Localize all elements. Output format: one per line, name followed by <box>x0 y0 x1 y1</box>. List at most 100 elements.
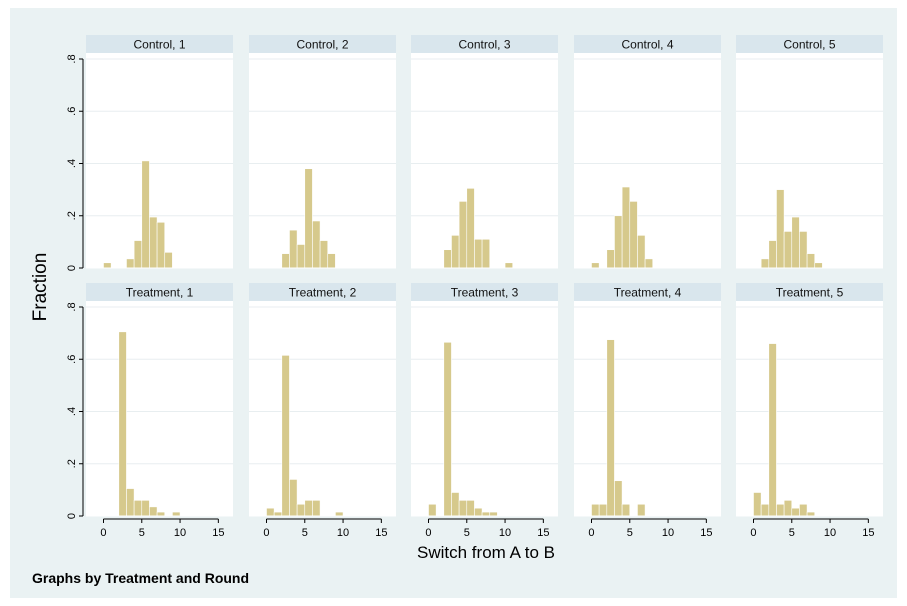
x-tick-label: 15 <box>862 527 874 539</box>
histogram-bar <box>443 341 452 517</box>
histogram-bar <box>428 503 437 517</box>
histogram-bar <box>753 492 762 517</box>
x-tick-label: 5 <box>627 527 633 539</box>
histogram-bar <box>304 500 313 517</box>
histogram-bar <box>266 507 275 517</box>
histogram-bar <box>614 480 623 517</box>
x-tick-label: 15 <box>375 527 387 539</box>
histogram-bar <box>474 507 483 517</box>
panel-title: Control, 1 <box>133 38 185 52</box>
histogram-bar <box>481 238 491 269</box>
histogram-bar <box>133 500 143 517</box>
histogram-bar <box>156 221 166 269</box>
panel-header <box>249 283 396 301</box>
x-tick-label: 0 <box>750 527 756 539</box>
histogram-bar <box>791 216 800 269</box>
histogram-bar <box>141 500 150 517</box>
plot-area <box>736 301 883 516</box>
histogram-bar <box>799 231 808 269</box>
panel: Control, 1 0 .2 .4 .6 .8 <box>66 35 233 271</box>
histogram-bar <box>327 253 336 269</box>
panel: Treatment, 4 0 5 10 15 <box>574 283 721 539</box>
histogram-bar <box>768 240 777 269</box>
histogram-bar <box>606 249 615 269</box>
panels: Control, 1 0 .2 .4 .6 .8 Control, 2 Control, 3 C… <box>66 35 883 539</box>
histogram-bar <box>637 235 646 269</box>
panel: Control, 4 <box>574 35 721 269</box>
panel: Control, 2 <box>249 35 396 269</box>
panel: Treatment, 3 0 5 10 15 <box>411 283 558 539</box>
plot-area <box>86 301 233 516</box>
panel: Treatment, 2 0 5 10 15 <box>249 283 396 539</box>
y-tick-label: .6 <box>66 355 78 364</box>
histogram-bar <box>629 201 638 269</box>
x-tick-label: 10 <box>824 527 836 539</box>
x-tick-label: 10 <box>174 527 186 539</box>
histogram-bar <box>289 229 298 269</box>
y-tick-label: .4 <box>66 407 78 416</box>
histogram-bar <box>156 511 166 517</box>
histogram-bar <box>489 511 498 517</box>
histogram-bar <box>281 355 290 517</box>
histogram-bar <box>799 503 808 517</box>
histogram-bar <box>296 244 306 269</box>
histogram-bar <box>149 506 158 517</box>
panel: Control, 3 <box>411 35 558 269</box>
histogram-bar <box>126 488 135 517</box>
histogram-bar <box>621 503 631 517</box>
histogram-bar <box>141 160 150 269</box>
y-axis-label: Fraction <box>30 253 51 322</box>
histogram-bar <box>776 503 785 517</box>
histogram-bar <box>474 238 483 269</box>
y-tick-label: .2 <box>66 459 78 468</box>
histogram-bar <box>791 507 800 517</box>
histogram-bar <box>312 500 321 517</box>
plot-area <box>574 53 721 268</box>
histogram-bar <box>591 503 600 517</box>
x-tick-label: 0 <box>588 527 594 539</box>
histogram-bar <box>466 500 475 517</box>
x-tick-label: 15 <box>212 527 224 539</box>
y-tick-label: 0 <box>66 513 78 519</box>
histogram-bar <box>296 503 306 517</box>
histogram-bar <box>806 511 816 517</box>
histogram-bar <box>103 262 112 269</box>
plot-area <box>411 53 558 268</box>
histogram-bar <box>768 343 777 517</box>
histogram-bar <box>126 258 135 269</box>
histogram-bar <box>451 235 460 269</box>
plot-area <box>411 301 558 516</box>
x-tick-label: 15 <box>537 527 549 539</box>
panel-header <box>736 35 883 53</box>
x-tick-label: 0 <box>425 527 431 539</box>
plot-area <box>736 53 883 268</box>
panel-title: Treatment, 2 <box>289 286 357 300</box>
histogram-bar <box>776 189 785 269</box>
plot-area <box>249 53 396 268</box>
histogram-bar <box>614 215 623 269</box>
y-tick-label: .4 <box>66 159 78 168</box>
histogram-bar <box>458 201 468 269</box>
y-tick-label: .6 <box>66 107 78 116</box>
histogram-bar <box>133 240 143 269</box>
panel: Treatment, 1 0 .2 .4 .6 .8 0 5 10 15 <box>66 283 233 539</box>
x-tick-label: 0 <box>263 527 269 539</box>
panel-header <box>411 283 558 301</box>
histogram-bar <box>118 331 127 517</box>
x-tick-label: 15 <box>700 527 712 539</box>
panel: Treatment, 5 0 5 10 15 <box>736 283 883 539</box>
y-tick-label: .8 <box>66 54 78 63</box>
panel-title: Control, 3 <box>458 38 510 52</box>
histogram-bar <box>172 511 181 517</box>
histogram-bar <box>281 253 290 269</box>
x-tick-label: 0 <box>100 527 106 539</box>
histogram-bar <box>806 253 816 269</box>
histogram-bar <box>760 503 770 517</box>
histogram-bar <box>319 240 329 269</box>
histogram-bar <box>814 262 823 269</box>
histogram-bar <box>304 168 313 269</box>
histogram-bar <box>591 262 600 269</box>
panel-header <box>574 35 721 53</box>
panel: Control, 5 <box>736 35 883 269</box>
